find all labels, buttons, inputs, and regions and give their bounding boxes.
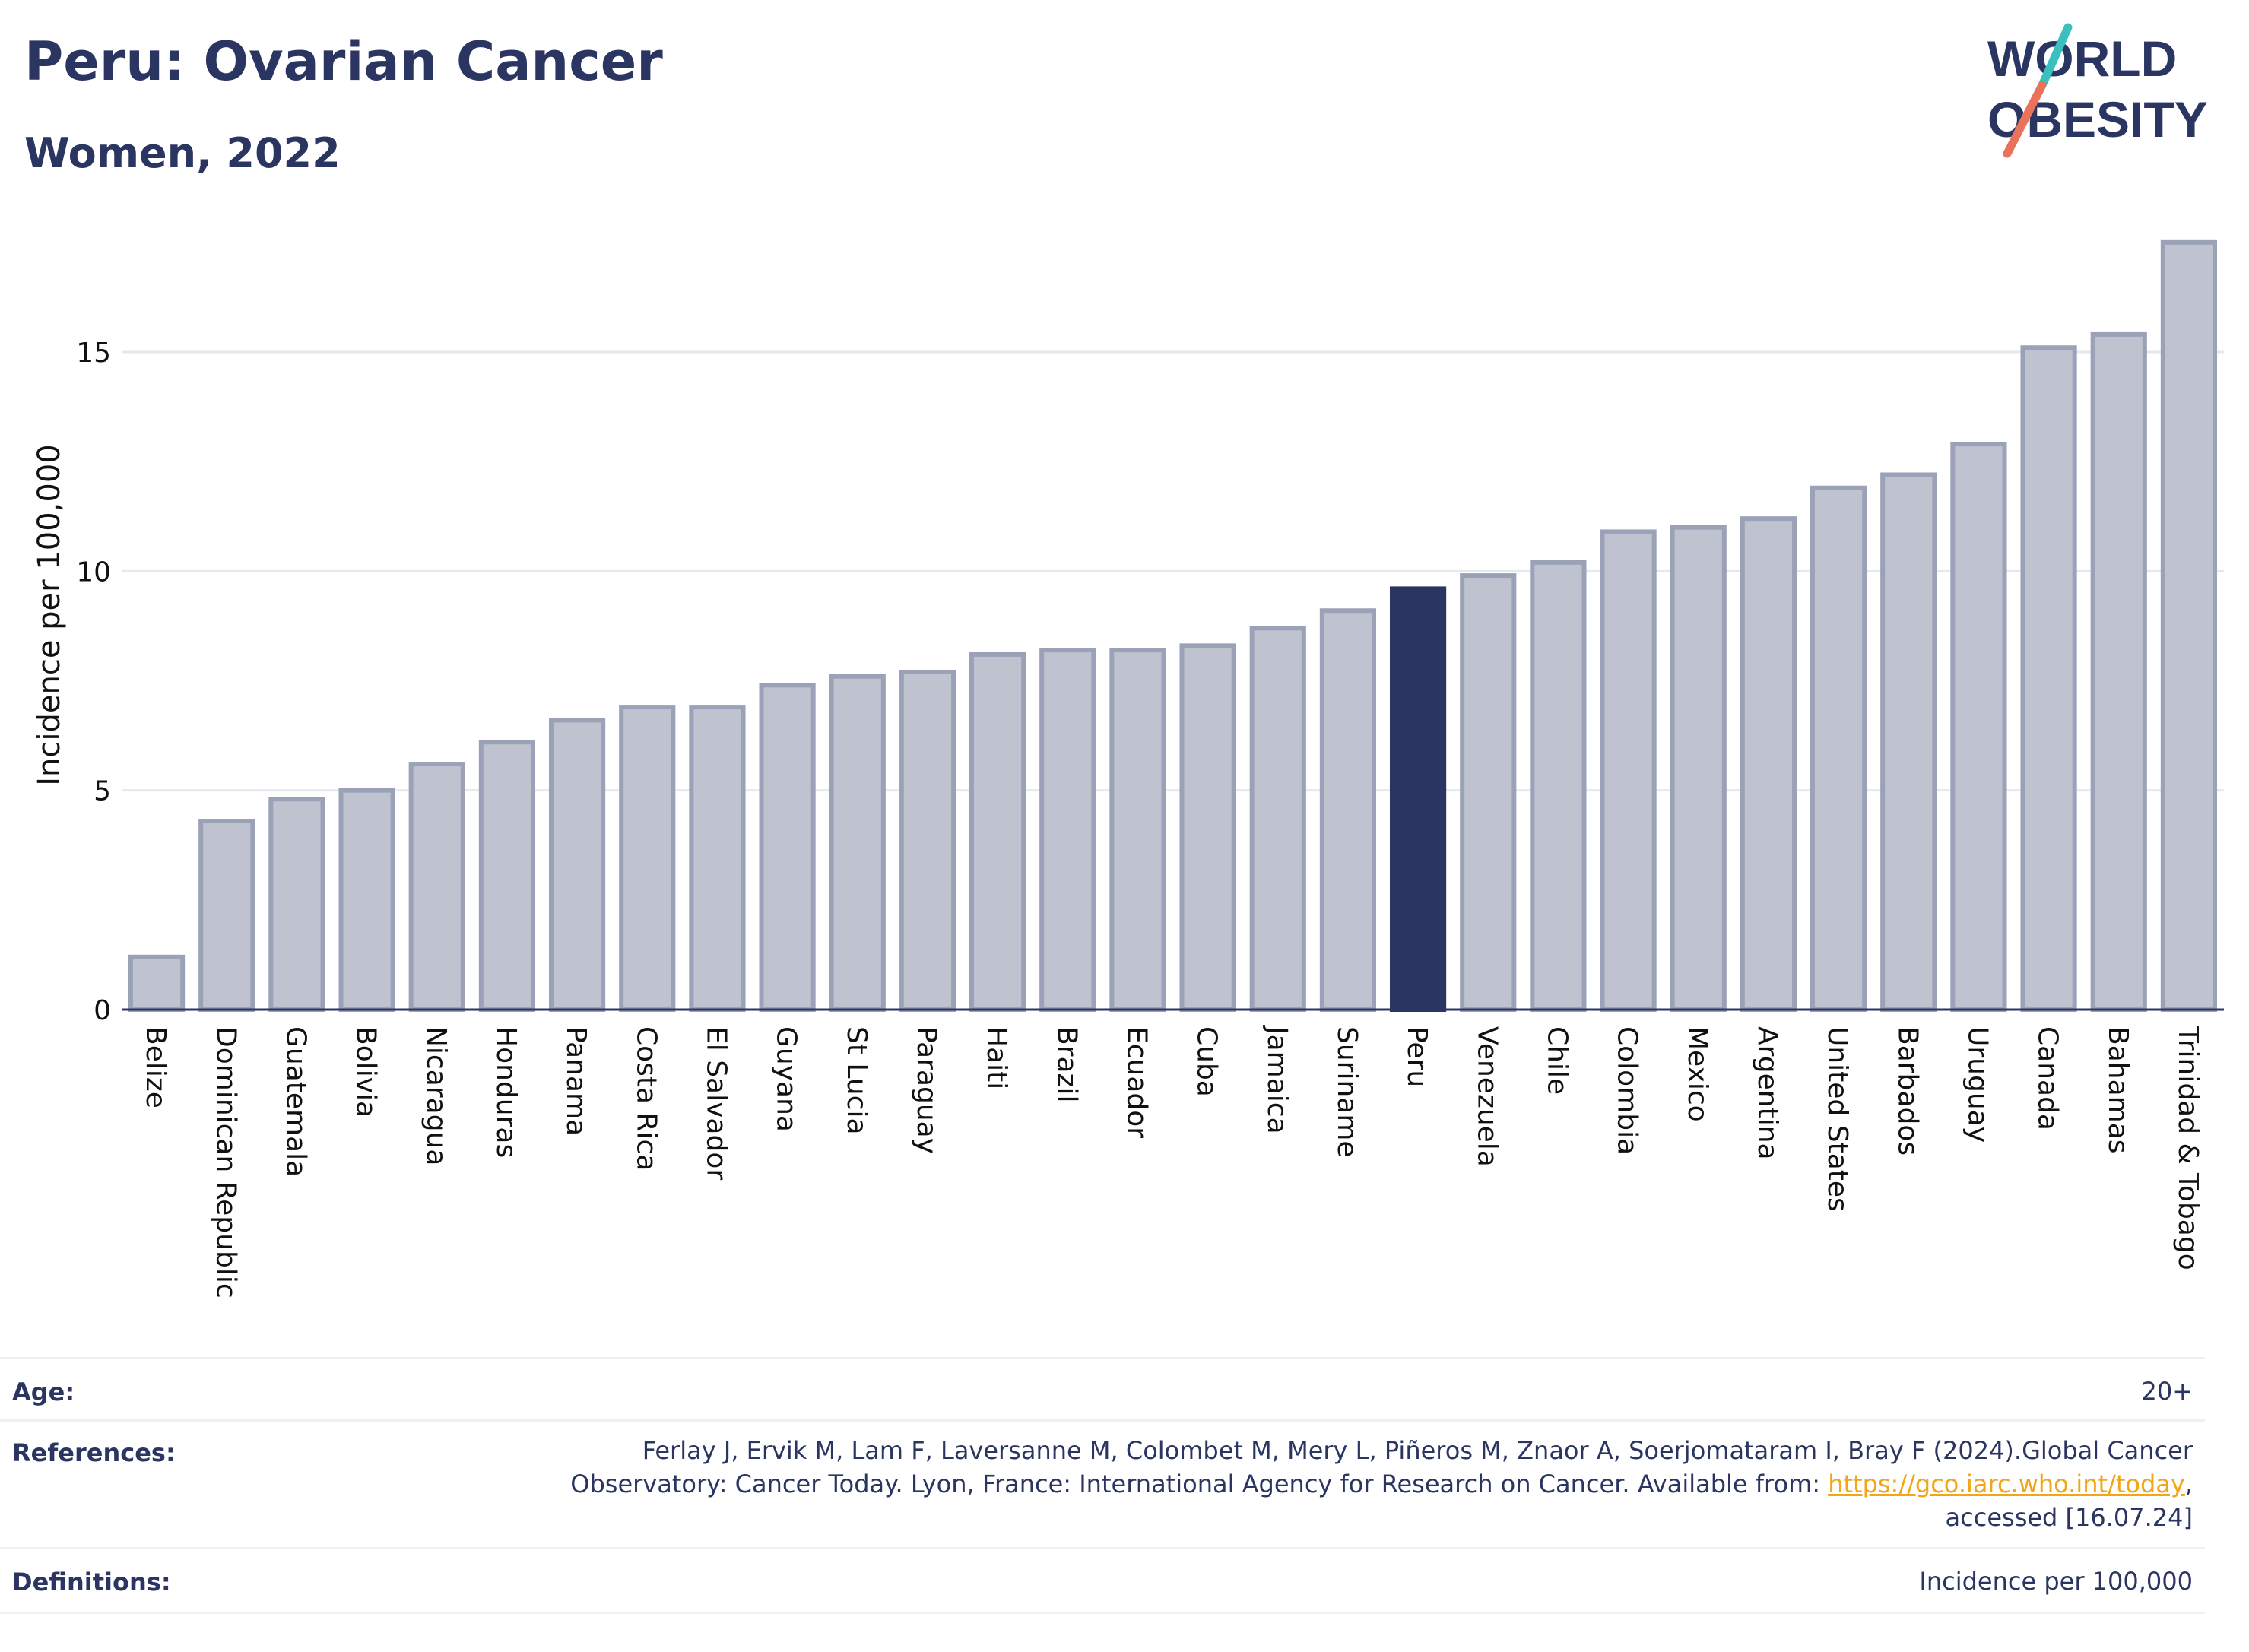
x-tick-label: Bahamas <box>2102 1026 2133 1154</box>
x-tick-label: Guyana <box>771 1026 802 1132</box>
bar <box>128 954 186 1013</box>
bar <box>1740 516 1797 1012</box>
bar <box>619 705 676 1012</box>
meta-row-definitions: Definitions: Incidence per 100,000 <box>0 1547 2205 1614</box>
x-tick-label: Honduras <box>490 1026 522 1158</box>
definitions-value: Incidence per 100,000 <box>1919 1567 2193 1596</box>
references-label: References: <box>12 1438 176 1467</box>
bar <box>1530 560 1587 1012</box>
x-tick-label: Panama <box>560 1026 592 1136</box>
references-link[interactable]: https://gco.iarc.who.int/today <box>1828 1470 2185 1498</box>
bar <box>478 740 536 1012</box>
x-tick-label: St Lucia <box>841 1026 872 1135</box>
bar <box>2160 239 2218 1013</box>
x-tick-label: Venezuela <box>1471 1026 1502 1167</box>
x-tick-label: Canada <box>2032 1026 2063 1130</box>
bar <box>2020 345 2077 1012</box>
x-tick-label: Argentina <box>1752 1026 1783 1160</box>
x-tick-label: Paraguay <box>911 1026 942 1154</box>
x-tick-label: Costa Rica <box>630 1026 661 1171</box>
bar <box>1109 648 1166 1013</box>
y-tick-label: 0 <box>94 995 111 1026</box>
references-text: Ferlay J, Ervik M, Lam F, Laversanne M, … <box>292 1434 2193 1534</box>
y-tick-label: 10 <box>76 556 111 588</box>
x-tick-label: Uruguay <box>1962 1026 1993 1143</box>
x-tick-label: Colombia <box>1612 1026 1643 1155</box>
references-line2-end: , <box>2184 1470 2193 1498</box>
x-tick-label: Belize <box>140 1026 171 1108</box>
x-tick-label: Cuba <box>1191 1026 1223 1097</box>
x-tick-label: Nicaragua <box>420 1026 452 1165</box>
x-tick-label: Brazil <box>1051 1026 1082 1102</box>
page-subtitle: Women, 2022 <box>24 129 341 177</box>
x-tick-label: Jamaica <box>1261 1025 1293 1134</box>
x-tick-label: Chile <box>1541 1026 1572 1095</box>
x-tick-label: Peru <box>1401 1026 1432 1087</box>
references-line2: Observatory: Cancer Today. Lyon, France:… <box>292 1467 2193 1501</box>
world-obesity-logo: WORLD OBESITY <box>1987 23 2208 158</box>
bar <box>1039 648 1096 1013</box>
bar <box>1600 529 1657 1012</box>
x-tick-label: Guatemala <box>280 1026 311 1177</box>
bar <box>1880 472 1937 1012</box>
bar <box>548 718 606 1013</box>
bar <box>1950 442 2007 1012</box>
references-line2-text: Observatory: Cancer Today. Lyon, France:… <box>570 1470 1829 1498</box>
x-tick-label: United States <box>1822 1026 1853 1212</box>
age-value: 20+ <box>2141 1377 2193 1406</box>
references-line1: Ferlay J, Ervik M, Lam F, Laversanne M, … <box>642 1436 2193 1465</box>
bar <box>1179 643 1236 1012</box>
x-tick-label: Trinidad & Tobago <box>2172 1026 2203 1270</box>
x-tick-label: Dominican Republic <box>210 1026 241 1298</box>
x-tick-label: Barbados <box>1892 1026 1923 1156</box>
bar <box>1670 525 1727 1012</box>
bar <box>1389 586 1447 1012</box>
bar <box>268 797 325 1012</box>
age-label: Age: <box>12 1378 75 1406</box>
bar <box>899 669 956 1012</box>
x-tick-label: Haiti <box>981 1026 1012 1089</box>
bar <box>338 788 395 1012</box>
bar <box>1810 485 1867 1012</box>
x-tick-label: El Salvador <box>700 1026 731 1180</box>
meta-row-references: References: Ferlay J, Ervik M, Lam F, La… <box>0 1419 2205 1549</box>
x-tick-label: Bolivia <box>351 1026 382 1118</box>
bar <box>759 683 816 1012</box>
x-tick-label: Suriname <box>1331 1026 1362 1158</box>
bar <box>1460 573 1517 1012</box>
references-line3: accessed [16.07.24] <box>1945 1503 2193 1532</box>
bar <box>969 652 1026 1013</box>
meta-row-age: Age: 20+ <box>0 1357 2205 1422</box>
y-tick-label: 15 <box>76 338 111 369</box>
x-tick-label: Ecuador <box>1121 1026 1152 1138</box>
logo-line1: WORLD <box>1987 30 2177 87</box>
y-axis-label: Incidence per 100,000 <box>32 444 67 786</box>
bar <box>829 674 886 1012</box>
bar-chart: 0 5 10 15 Incidence per 100,000 Belize Dominic… <box>32 239 2224 1298</box>
bar <box>2090 331 2147 1012</box>
page-title: Peru: Ovarian Cancer <box>24 30 663 93</box>
x-tick-label: Mexico <box>1682 1026 1713 1122</box>
definitions-label: Definitions: <box>12 1568 171 1597</box>
bar <box>689 705 746 1012</box>
bar <box>198 819 255 1012</box>
bar <box>1319 608 1377 1012</box>
bar <box>408 762 465 1012</box>
bar <box>1249 626 1306 1012</box>
y-tick-label: 5 <box>94 776 111 807</box>
